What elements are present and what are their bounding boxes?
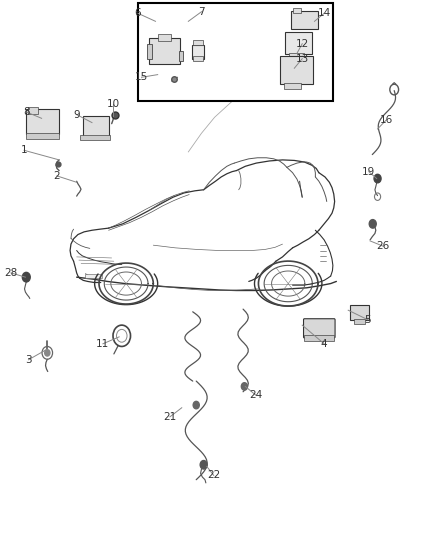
Bar (354, 319, 365, 324)
Bar (193, 56, 203, 61)
Bar (285, 32, 312, 54)
Text: 10: 10 (106, 99, 120, 109)
Text: 3: 3 (25, 355, 32, 365)
FancyBboxPatch shape (304, 319, 335, 338)
Bar (138, 3, 333, 101)
Text: 1: 1 (21, 146, 28, 155)
Text: 9: 9 (73, 110, 80, 119)
Bar (193, 40, 203, 45)
Text: 21: 21 (163, 412, 177, 422)
Text: 26: 26 (377, 241, 390, 251)
Bar (28, 107, 38, 114)
Text: 16: 16 (380, 115, 393, 125)
Circle shape (193, 401, 199, 409)
Text: 13: 13 (296, 54, 309, 63)
Bar (293, 8, 301, 13)
Text: 6: 6 (134, 9, 141, 18)
Text: 15: 15 (135, 72, 148, 82)
Text: 12: 12 (296, 39, 309, 49)
Bar (304, 335, 334, 341)
Circle shape (22, 272, 30, 282)
Bar (192, 45, 204, 59)
Text: 24: 24 (250, 391, 263, 400)
Bar (158, 34, 171, 41)
Circle shape (200, 461, 207, 469)
Bar (147, 44, 152, 59)
Text: 5: 5 (364, 315, 371, 325)
Text: 8: 8 (23, 107, 30, 117)
Bar (26, 133, 59, 139)
Text: 7: 7 (198, 7, 205, 17)
Bar (83, 116, 109, 138)
Bar (149, 38, 180, 64)
Bar (291, 11, 318, 29)
Circle shape (369, 220, 376, 228)
Circle shape (45, 350, 50, 356)
Text: 28: 28 (4, 268, 18, 278)
Bar (179, 51, 183, 61)
Text: 14: 14 (318, 9, 331, 18)
Text: 11: 11 (96, 339, 110, 349)
Bar (280, 56, 313, 84)
Bar (26, 109, 59, 134)
Bar (284, 83, 301, 89)
Bar (289, 53, 304, 59)
Bar (80, 135, 110, 140)
Circle shape (374, 174, 381, 183)
Text: 19: 19 (362, 167, 375, 176)
Text: 22: 22 (207, 471, 220, 480)
Text: 4: 4 (321, 339, 328, 349)
Text: 2: 2 (53, 171, 60, 181)
Bar (85, 274, 102, 278)
Circle shape (241, 383, 247, 390)
Bar (350, 305, 369, 320)
